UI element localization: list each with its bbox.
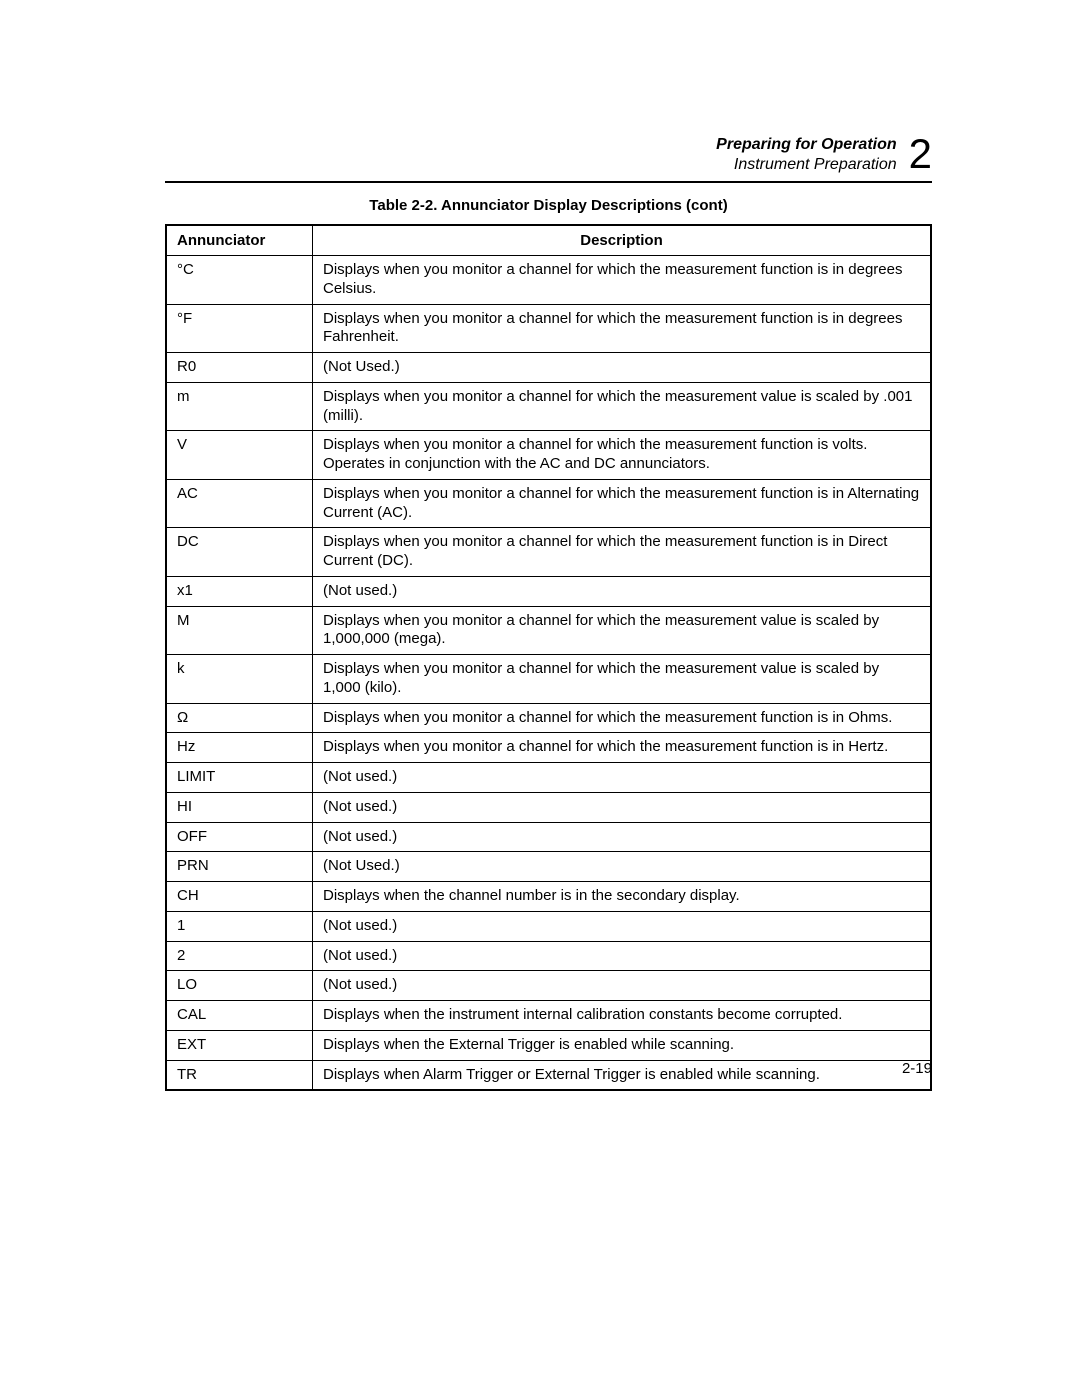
cell-description: Displays when you monitor a channel for … [313,431,932,480]
table-row: HI(Not used.) [166,792,931,822]
cell-annunciator: °C [166,256,313,305]
chapter-title: Preparing for Operation [716,135,896,155]
table-row: LIMIT(Not used.) [166,763,931,793]
cell-annunciator: V [166,431,313,480]
col-header-annunciator: Annunciator [166,225,313,256]
cell-annunciator: LIMIT [166,763,313,793]
header-line: Preparing for Operation Instrument Prepa… [165,133,932,183]
table-row: TRDisplays when Alarm Trigger or Externa… [166,1060,931,1090]
cell-description: (Not used.) [313,792,932,822]
cell-description: Displays when you monitor a channel for … [313,733,932,763]
cell-annunciator: HI [166,792,313,822]
cell-description: Displays when you monitor a channel for … [313,382,932,431]
cell-description: Displays when you monitor a channel for … [313,256,932,305]
cell-description: Displays when you monitor a channel for … [313,528,932,577]
table-row: CALDisplays when the instrument internal… [166,1001,931,1031]
cell-description: (Not Used.) [313,852,932,882]
cell-annunciator: OFF [166,822,313,852]
cell-annunciator: AC [166,479,313,528]
cell-description: Displays when you monitor a channel for … [313,479,932,528]
table-row: 2(Not used.) [166,941,931,971]
cell-annunciator: DC [166,528,313,577]
cell-description: Displays when you monitor a channel for … [313,606,932,655]
cell-description: (Not used.) [313,941,932,971]
cell-description: (Not used.) [313,971,932,1001]
table-row: OFF(Not used.) [166,822,931,852]
cell-description: (Not used.) [313,763,932,793]
cell-annunciator: 2 [166,941,313,971]
table-row: R0(Not Used.) [166,353,931,383]
cell-annunciator: PRN [166,852,313,882]
cell-annunciator: TR [166,1060,313,1090]
cell-description: (Not used.) [313,576,932,606]
table-row: DCDisplays when you monitor a channel fo… [166,528,931,577]
table-row: kDisplays when you monitor a channel for… [166,655,931,704]
cell-annunciator: M [166,606,313,655]
table-row: 1(Not used.) [166,911,931,941]
cell-description: Displays when the External Trigger is en… [313,1030,932,1060]
cell-description: Displays when you monitor a channel for … [313,703,932,733]
table-row: VDisplays when you monitor a channel for… [166,431,931,480]
table-header-row: Annunciator Description [166,225,931,256]
table-row: °CDisplays when you monitor a channel fo… [166,256,931,305]
cell-annunciator: k [166,655,313,704]
cell-description: (Not Used.) [313,353,932,383]
table-row: MDisplays when you monitor a channel for… [166,606,931,655]
cell-annunciator: CAL [166,1001,313,1031]
cell-description: Displays when the instrument internal ca… [313,1001,932,1031]
header-text: Preparing for Operation Instrument Prepa… [716,135,896,175]
table-row: CHDisplays when the channel number is in… [166,882,931,912]
annunciator-table: Annunciator Description °CDisplays when … [165,224,932,1091]
section-title: Instrument Preparation [716,155,896,175]
cell-annunciator: x1 [166,576,313,606]
cell-description: Displays when you monitor a channel for … [313,655,932,704]
chapter-number: 2 [909,133,932,177]
cell-annunciator: EXT [166,1030,313,1060]
table-row: x1(Not used.) [166,576,931,606]
cell-annunciator: 1 [166,911,313,941]
page: Preparing for Operation Instrument Prepa… [0,0,1080,1397]
cell-description: Displays when the channel number is in t… [313,882,932,912]
cell-description: (Not used.) [313,911,932,941]
cell-annunciator: R0 [166,353,313,383]
cell-description: Displays when Alarm Trigger or External … [313,1060,932,1090]
table-row: PRN(Not Used.) [166,852,931,882]
cell-annunciator: Ω [166,703,313,733]
cell-annunciator: Hz [166,733,313,763]
table-row: ΩDisplays when you monitor a channel for… [166,703,931,733]
cell-description: (Not used.) [313,822,932,852]
table-row: EXTDisplays when the External Trigger is… [166,1030,931,1060]
cell-annunciator: LO [166,971,313,1001]
table-caption: Table 2-2. Annunciator Display Descripti… [165,197,932,214]
table-body: °CDisplays when you monitor a channel fo… [166,256,931,1091]
cell-annunciator: °F [166,304,313,353]
table-row: °FDisplays when you monitor a channel fo… [166,304,931,353]
page-number: 2-19 [902,1060,932,1077]
table-row: LO(Not used.) [166,971,931,1001]
cell-description: Displays when you monitor a channel for … [313,304,932,353]
page-header: Preparing for Operation Instrument Prepa… [165,133,932,1091]
cell-annunciator: CH [166,882,313,912]
table-row: HzDisplays when you monitor a channel fo… [166,733,931,763]
table-row: ACDisplays when you monitor a channel fo… [166,479,931,528]
table-row: mDisplays when you monitor a channel for… [166,382,931,431]
cell-annunciator: m [166,382,313,431]
col-header-description: Description [313,225,932,256]
